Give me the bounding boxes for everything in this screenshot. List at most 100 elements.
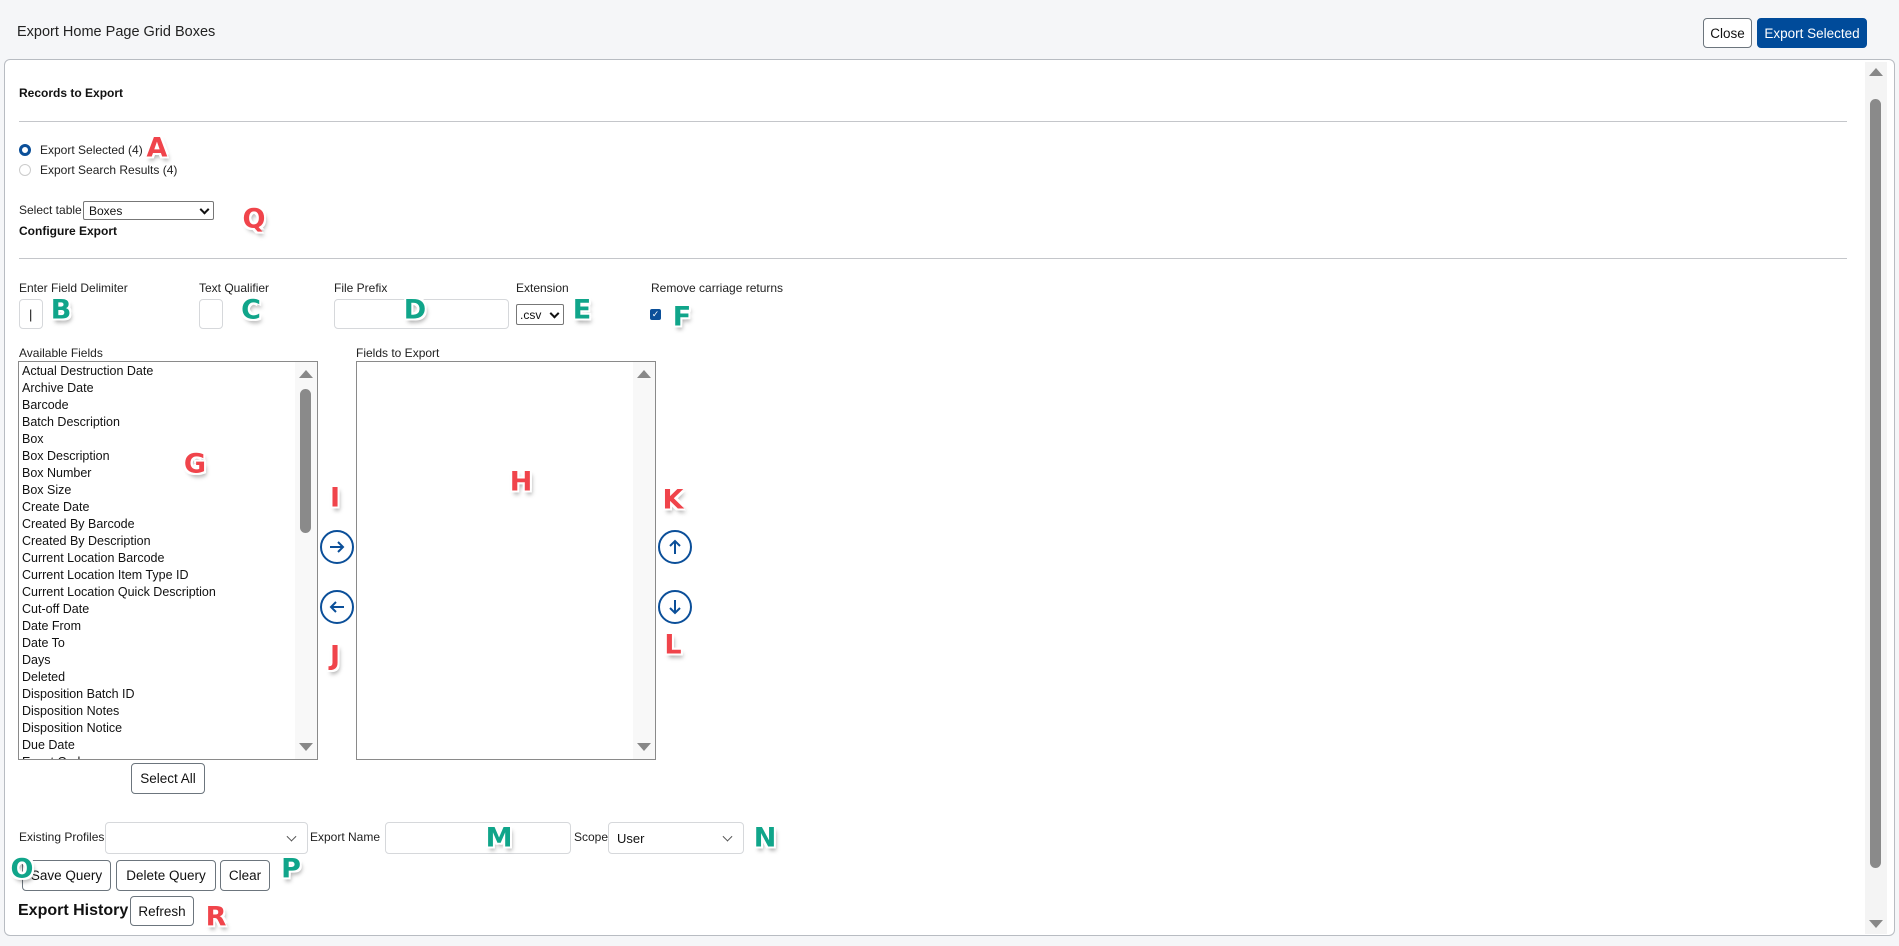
list-item[interactable]: Batch Description (22, 415, 120, 429)
existing-profiles-dropdown[interactable] (105, 822, 308, 854)
annotation-label-o: O (10, 853, 34, 885)
list-scrollbar[interactable] (633, 362, 655, 759)
select-all-button[interactable]: Select All (131, 763, 205, 794)
annotation-label-j: J (329, 640, 341, 672)
clear-button[interactable]: Clear (220, 860, 270, 891)
annotation-label-q: Q (242, 203, 266, 235)
panel-scroll-thumb[interactable] (1870, 99, 1881, 868)
arrow-left-icon (329, 601, 344, 613)
list-item[interactable]: Created By Description (22, 534, 151, 548)
delimiter-label: Enter Field Delimiter (19, 281, 128, 295)
list-item[interactable]: Box Description (22, 449, 110, 463)
remove-field-button[interactable] (320, 590, 354, 624)
annotation-label-b: B (50, 294, 72, 326)
annotation-label-k: K (662, 484, 684, 516)
list-item[interactable]: Box (22, 432, 44, 446)
list-item[interactable]: Cut-off Date (22, 602, 90, 616)
list-item[interactable]: Due Date (22, 738, 75, 752)
extension-value: .csv (520, 307, 542, 322)
scroll-down-icon[interactable] (1869, 920, 1883, 928)
radio-label: Export Selected (4) (40, 143, 143, 157)
list-item[interactable]: Box Number (22, 466, 92, 480)
fields-to-export-label: Fields to Export (356, 346, 440, 360)
chevron-down-icon (286, 831, 297, 842)
extension-label: Extension (516, 281, 569, 295)
annotation-label-a: A (146, 132, 168, 164)
list-scrollbar[interactable] (295, 362, 317, 759)
radio-icon[interactable] (19, 164, 31, 176)
select-table-label: Select table (19, 203, 82, 217)
select-table-value: Boxes (89, 203, 123, 218)
list-item[interactable]: Deleted (22, 670, 66, 684)
scope-dropdown[interactable]: User (608, 822, 744, 854)
export-selected-button[interactable]: Export Selected (1757, 18, 1867, 48)
list-item[interactable]: Date To (22, 636, 65, 650)
export-history-heading: Export History (18, 902, 129, 919)
available-fields-list[interactable]: Actual Destruction Date Archive Date Barco… (18, 361, 318, 760)
chevron-down-icon (549, 308, 560, 319)
annotation-label-c: C (241, 294, 261, 326)
select-table-dropdown[interactable]: Boxes (83, 201, 214, 220)
remove-cr-checkbox[interactable]: ✓ (650, 309, 661, 320)
radio-icon[interactable] (19, 144, 31, 156)
radio-export-selected[interactable]: Export Selected (4) (19, 143, 143, 157)
annotation-label-l: L (664, 629, 682, 661)
list-item[interactable]: Days (22, 653, 51, 667)
qualifier-label: Text Qualifier (199, 281, 270, 295)
scroll-down-icon[interactable] (637, 743, 651, 751)
delete-query-button[interactable]: Delete Query (116, 860, 216, 891)
remove-cr-label: Remove carriage returns (651, 281, 784, 295)
list-scroll-thumb[interactable] (300, 389, 311, 533)
chevron-down-icon (199, 204, 210, 215)
list-item[interactable]: Create Date (22, 500, 90, 514)
list-item[interactable]: Actual Destruction Date (22, 364, 154, 378)
chevron-down-icon (722, 831, 733, 842)
scroll-up-icon[interactable] (299, 370, 313, 378)
qualifier-input[interactable] (199, 299, 223, 329)
list-item[interactable]: Created By Barcode (22, 517, 135, 531)
annotation-label-i: I (329, 482, 341, 514)
delimiter-input[interactable]: | (19, 299, 43, 329)
file-prefix-input[interactable] (334, 299, 509, 329)
list-item[interactable]: Current Location Quick Description (22, 585, 216, 599)
move-up-button[interactable] (658, 530, 692, 564)
export-name-input[interactable] (385, 822, 571, 854)
list-item[interactable]: Disposition Batch ID (22, 687, 135, 701)
list-item[interactable]: Box Size (22, 483, 72, 497)
scroll-up-icon[interactable] (637, 370, 651, 378)
add-field-button[interactable] (320, 530, 354, 564)
list-item[interactable]: Disposition Notes (22, 704, 120, 718)
list-item[interactable]: Date From (22, 619, 82, 633)
annotation-label-n: N (753, 822, 777, 854)
list-item[interactable]: Barcode (22, 398, 69, 412)
records-heading: Records to Export (19, 86, 124, 100)
list-item[interactable]: Disposition Notice (22, 721, 123, 735)
annotation-label-g: G (183, 448, 207, 480)
arrow-right-icon (330, 541, 345, 553)
extension-dropdown[interactable]: .csv (516, 304, 564, 325)
scroll-up-icon[interactable] (1869, 68, 1883, 76)
save-query-button[interactable]: Save Query (22, 860, 111, 891)
close-button[interactable]: Close (1703, 18, 1752, 48)
annotation-label-h: H (509, 466, 533, 498)
file-prefix-label: File Prefix (334, 281, 388, 295)
list-item[interactable]: Archive Date (22, 381, 94, 395)
export-name-label: Export Name (310, 830, 381, 844)
fields-to-export-list[interactable] (356, 361, 656, 760)
radio-export-search-results[interactable]: Export Search Results (4) (19, 163, 177, 177)
list-item[interactable]: Event Code (19, 754, 317, 759)
annotation-label-p: P (281, 853, 301, 885)
scope-value: User (617, 831, 645, 846)
scroll-down-icon[interactable] (299, 743, 313, 751)
export-panel (4, 59, 1895, 936)
list-item[interactable]: Current Location Barcode (22, 551, 165, 565)
divider (19, 121, 1847, 122)
list-item[interactable]: Current Location Item Type ID (22, 568, 189, 582)
refresh-button[interactable]: Refresh (130, 896, 194, 926)
radio-label: Export Search Results (4) (40, 163, 178, 177)
move-down-button[interactable] (658, 590, 692, 624)
arrow-down-icon (669, 600, 681, 615)
scope-label: Scope (574, 830, 609, 844)
divider (19, 258, 1847, 259)
existing-profiles-label: Existing Profiles (19, 830, 105, 844)
